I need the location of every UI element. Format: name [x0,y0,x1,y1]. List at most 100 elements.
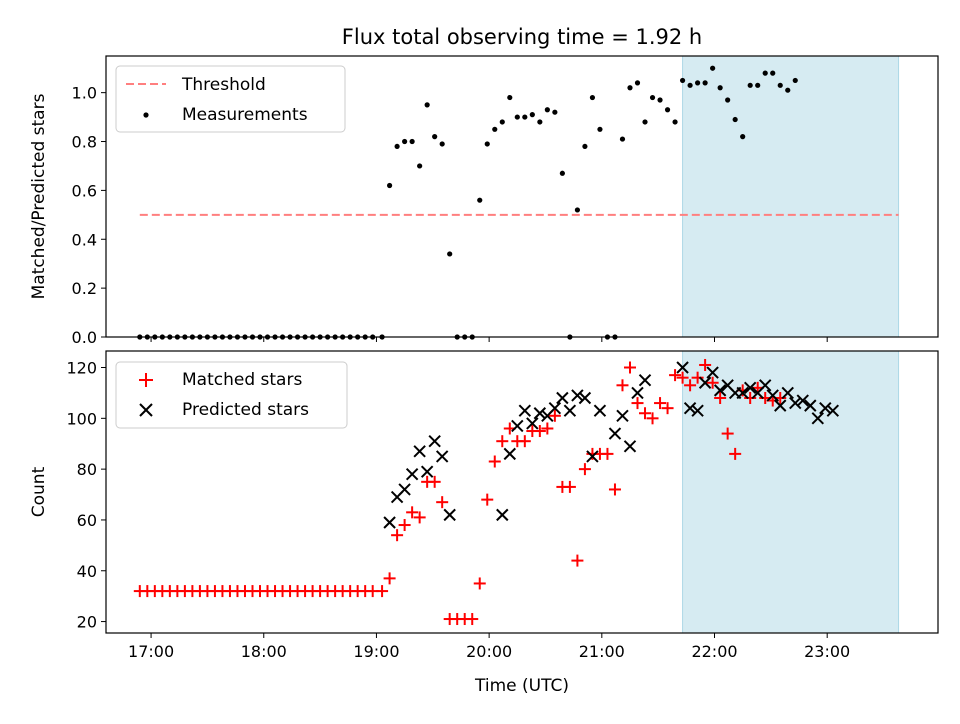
measurement-point [732,116,738,123]
measurement-point [529,112,535,118]
x-tick-label: 22:00 [691,642,737,661]
matched-star-point [684,379,697,392]
top-y-axis-label: Matched/Predicted stars [29,93,49,299]
measurement-point [747,82,753,88]
measurement-point [687,82,693,88]
measurement-point [762,70,768,76]
matched-star-point [436,496,449,509]
matched-star-point [631,397,644,410]
predicted-star-point [759,379,772,392]
predicted-star-point [781,386,794,400]
y-tick-label: 80 [77,460,97,479]
legend-measurements-label: Measurements [182,105,308,125]
predicted-star-point [706,366,719,379]
matched-star-point [623,361,636,374]
predicted-star-point [420,465,434,478]
bottom-y-ticks: 20 40 60 80 100 120 [66,359,106,632]
y-tick-label: 0.0 [72,328,97,347]
measurement-point [432,134,438,140]
y-tick-label: 100 [66,409,97,428]
measurement-point [544,107,550,113]
matched-star-point [578,463,591,476]
measurement-point [589,94,596,101]
predicted-star-point [638,374,652,387]
predicted-star-point [698,376,712,389]
predicted-star-point [413,445,426,458]
matched-star-points [133,358,787,626]
matched-star-point [488,455,501,468]
bottom-y-axis-label: Count [29,466,49,517]
observing-window-span [682,350,900,634]
chart-title: Flux total observing time = 1.92 h [342,25,702,49]
predicted-star-point [766,389,779,402]
matched-star-point [406,506,419,519]
observing-window-span [682,55,900,338]
predicted-star-point [796,394,809,407]
predicted-star-point [691,404,704,417]
predicted-star-point [511,419,524,433]
ratio-panel: 0.0 0.2 0.4 0.6 0.8 1.0 Matched/Predicted sta… [29,55,939,347]
matched-star-point [533,425,546,438]
measurement-point [582,143,588,150]
measurement-point [649,94,656,101]
y-tick-label: 0.4 [72,230,97,249]
y-tick-label: 0.6 [72,181,97,200]
matched-star-point [376,585,389,598]
predicted-star-point [774,399,787,412]
predicted-star-point [556,391,569,405]
measurement-point [484,141,490,147]
matched-star-point [541,422,554,435]
matched-star-point [676,371,689,384]
predicted-star-point [743,381,757,395]
predicted-star-point [811,412,825,425]
predicted-star-point [736,386,749,400]
matched-star-point [428,475,441,488]
measurement-point [740,134,746,140]
x-tick-label: 21:00 [579,642,625,661]
matched-star-point [691,371,704,384]
predicted-star-point [819,401,832,415]
matched-star-point [729,447,742,460]
predicted-star-point [616,409,629,422]
matched-star-point [391,529,404,542]
matched-star-point [639,407,652,420]
measurement-point [514,114,520,120]
measurement-point [522,114,528,120]
matched-star-point [654,397,667,410]
top-y-ticks: 0.0 0.2 0.4 0.6 0.8 1.0 [72,84,106,347]
measurement-point [717,85,723,91]
bottom-legend: Matched stars Predicted stars [115,361,348,429]
measurement-point [725,97,731,103]
matched-star-point [669,369,682,382]
predicted-star-point [676,361,689,374]
measurement-point [499,119,505,125]
measurement-point [634,80,641,86]
matched-star-point [473,577,486,590]
measurement-point [402,138,408,145]
top-plot-frame [105,55,939,338]
measurement-point [619,136,626,142]
measurement-point [710,65,716,71]
bottom-plot-frame [105,350,939,634]
measurement-point [785,87,791,93]
y-tick-label: 20 [77,613,97,632]
y-tick-label: 0.2 [72,279,97,298]
measurement-point [695,80,701,86]
measurement-point [477,197,483,203]
matched-star-point [744,392,757,404]
matched-star-point [646,412,659,425]
predicted-star-point [443,508,456,522]
legend-matched-marker [139,373,153,387]
x-tick-label: 19:00 [353,642,399,661]
matched-star-point [466,613,479,626]
matched-star-point [706,376,719,389]
matched-star-point [481,493,494,506]
measurement-point [574,207,581,213]
predicted-star-point [683,401,697,415]
matched-star-point [601,447,614,460]
predicted-star-point [526,417,539,430]
predicted-star-point [804,399,817,412]
predicted-star-point [548,401,562,415]
measurement-point [679,77,686,84]
